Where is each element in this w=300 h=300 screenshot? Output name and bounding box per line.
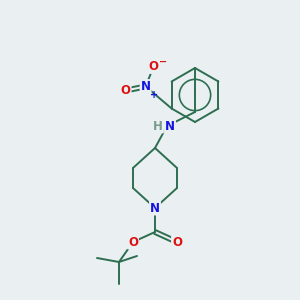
Text: O: O — [148, 60, 159, 73]
Text: N: N — [150, 202, 160, 214]
Text: O: O — [172, 236, 182, 248]
Text: N: N — [165, 119, 175, 133]
Text: −: − — [159, 56, 167, 67]
Text: N: N — [141, 80, 151, 93]
Text: O: O — [121, 84, 130, 97]
Text: O: O — [128, 236, 138, 248]
Text: +: + — [150, 91, 158, 100]
Text: H: H — [153, 119, 163, 133]
